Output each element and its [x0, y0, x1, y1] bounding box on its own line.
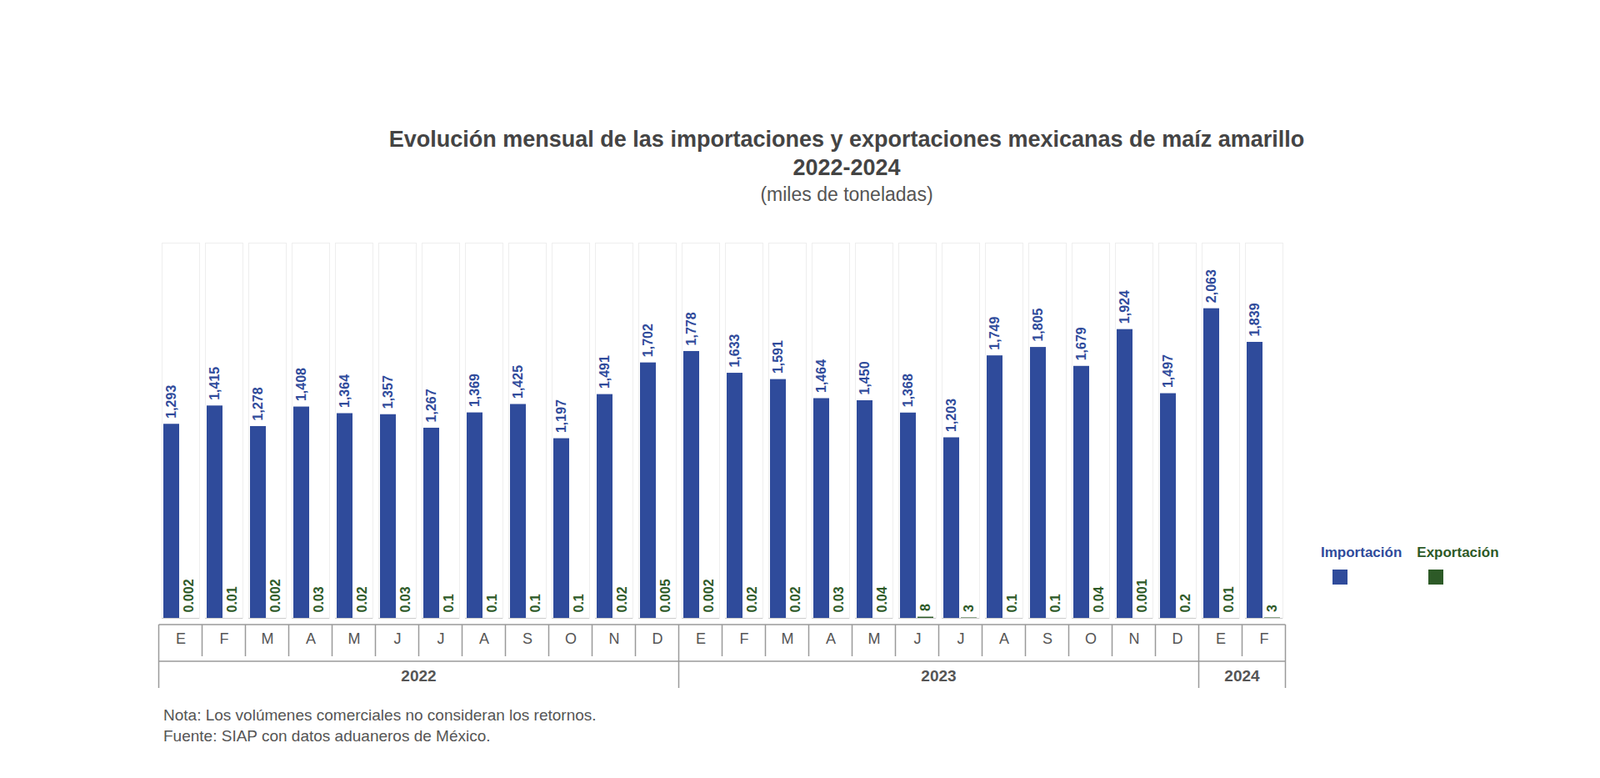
svg-text:0.002: 0.002 — [181, 578, 196, 612]
svg-text:0.02: 0.02 — [355, 585, 370, 612]
html-text:(miles de toneladas): (miles de toneladas) — [760, 183, 933, 205]
svg-text:0.1: 0.1 — [528, 593, 543, 612]
svg-text:1,368: 1,368 — [900, 373, 915, 407]
svg-text:F: F — [740, 630, 750, 647]
svg-text:0.02: 0.02 — [745, 585, 760, 612]
svg-text:0.02: 0.02 — [615, 585, 630, 612]
svg-text:1,591: 1,591 — [770, 340, 785, 374]
svg-text:1,924: 1,924 — [1117, 290, 1132, 324]
svg-text:8: 8 — [918, 603, 933, 611]
svg-text:0.04: 0.04 — [1091, 585, 1106, 612]
svg-text:A: A — [305, 630, 316, 647]
svg-text:1,408: 1,408 — [294, 367, 309, 401]
svg-text:0.03: 0.03 — [831, 585, 846, 612]
svg-text:N: N — [1129, 630, 1140, 647]
svg-text:1,293: 1,293 — [164, 385, 179, 419]
html-text:Evolución mensual de las impor: Evolución mensual de las importaciones y… — [389, 126, 1305, 152]
svg-text:J: J — [957, 630, 965, 647]
svg-text:0.02: 0.02 — [788, 585, 803, 612]
svg-text:1,679: 1,679 — [1074, 326, 1089, 360]
svg-text:1,357: 1,357 — [380, 375, 395, 409]
svg-text:0.03: 0.03 — [311, 585, 326, 612]
svg-text:0.005: 0.005 — [658, 578, 673, 612]
svg-text:0.1: 0.1 — [441, 593, 456, 612]
svg-text:M: M — [261, 630, 275, 647]
svg-text:0.1: 0.1 — [1005, 593, 1020, 612]
svg-text:3: 3 — [961, 604, 976, 612]
svg-text:E: E — [695, 630, 706, 647]
svg-text:1,267: 1,267 — [424, 388, 439, 422]
svg-text:1,369: 1,369 — [467, 373, 482, 407]
svg-text:D: D — [1172, 630, 1184, 647]
svg-text:3: 3 — [1265, 604, 1280, 612]
svg-text:1,197: 1,197 — [554, 399, 569, 433]
svg-text:0.01: 0.01 — [225, 585, 240, 612]
svg-text:S: S — [1042, 630, 1053, 647]
svg-text:1,497: 1,497 — [1160, 354, 1175, 388]
svg-text:A: A — [479, 630, 490, 647]
svg-text:0.03: 0.03 — [398, 585, 413, 612]
svg-text:1,450: 1,450 — [857, 360, 872, 395]
svg-text:1,464: 1,464 — [814, 359, 829, 393]
svg-text:0.01: 0.01 — [1221, 585, 1236, 612]
svg-text:O: O — [1085, 630, 1097, 647]
svg-text:0.1: 0.1 — [485, 593, 500, 612]
html-text:2022-2024: 2022-2024 — [792, 155, 901, 180]
svg-text:0.002: 0.002 — [701, 578, 716, 612]
svg-text:M: M — [781, 630, 795, 647]
svg-text:2023: 2023 — [920, 666, 956, 685]
svg-text:1,805: 1,805 — [1030, 307, 1045, 341]
svg-text:1,491: 1,491 — [597, 355, 612, 389]
svg-text:0.001: 0.001 — [1135, 578, 1150, 612]
svg-text:J: J — [914, 630, 922, 647]
html-text:Fuente: SIAP con datos aduaner: Fuente: SIAP con datos aduaneros de Méxi… — [163, 726, 491, 745]
svg-text:1,415: 1,415 — [207, 366, 222, 400]
svg-text:M: M — [868, 630, 881, 647]
svg-text:J: J — [437, 630, 445, 647]
html-text:Exportación: Exportación — [1416, 544, 1499, 560]
svg-text:J: J — [394, 630, 402, 647]
svg-text:1,203: 1,203 — [944, 398, 959, 432]
svg-text:F: F — [1260, 630, 1270, 647]
html-text:Importación: Importación — [1320, 544, 1402, 560]
svg-text:N: N — [609, 630, 620, 647]
html-text:Nota: Los volúmenes comerciale: Nota: Los volúmenes comerciales no consi… — [163, 705, 597, 724]
svg-text:1,425: 1,425 — [510, 365, 525, 399]
svg-text:1,839: 1,839 — [1247, 302, 1262, 336]
svg-text:E: E — [175, 630, 186, 647]
svg-text:F: F — [220, 630, 230, 647]
svg-text:E: E — [1215, 630, 1226, 647]
svg-text:A: A — [825, 630, 836, 647]
svg-text:1,702: 1,702 — [640, 323, 655, 357]
svg-text:2,063: 2,063 — [1204, 269, 1219, 303]
svg-text:1,749: 1,749 — [987, 316, 1002, 350]
svg-text:0.002: 0.002 — [268, 578, 283, 612]
svg-text:0.1: 0.1 — [571, 593, 586, 612]
svg-text:1,278: 1,278 — [250, 386, 265, 420]
svg-text:2024: 2024 — [1224, 666, 1260, 685]
svg-text:0.2: 0.2 — [1178, 593, 1193, 612]
svg-text:1,364: 1,364 — [337, 374, 352, 408]
svg-text:M: M — [348, 630, 361, 647]
svg-text:1,778: 1,778 — [684, 311, 699, 345]
svg-text:1,633: 1,633 — [727, 333, 742, 367]
svg-text:O: O — [565, 630, 577, 647]
svg-text:S: S — [522, 630, 533, 647]
svg-text:2022: 2022 — [400, 666, 436, 685]
svg-text:0.1: 0.1 — [1048, 593, 1063, 612]
svg-text:A: A — [999, 630, 1010, 647]
svg-text:0.04: 0.04 — [875, 585, 890, 612]
svg-text:D: D — [652, 630, 664, 647]
